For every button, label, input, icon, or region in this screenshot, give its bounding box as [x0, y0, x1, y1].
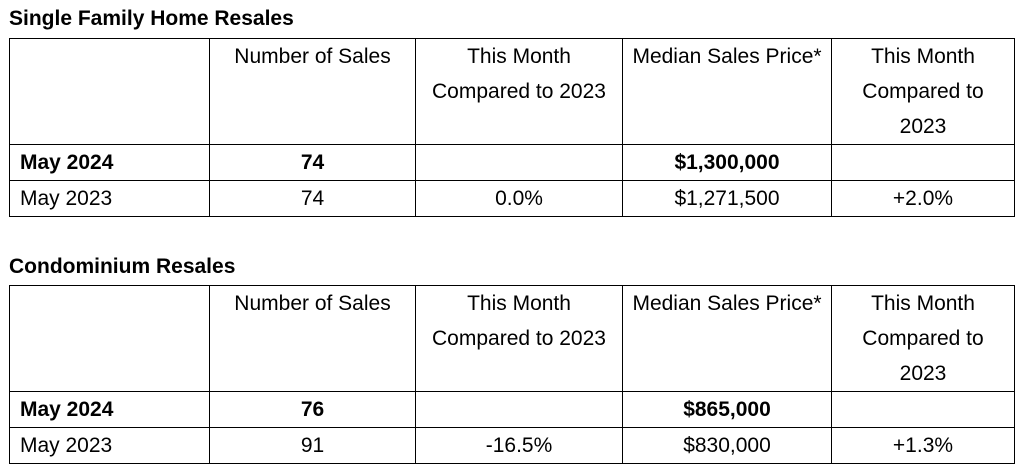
sales-change-cell: [415, 391, 623, 428]
header-number-of-sales-label: Number of Sales: [234, 45, 391, 68]
sales-change-cell: -16.5%: [415, 427, 623, 464]
median-price-cell: $1,271,500: [622, 180, 832, 217]
sales-change-cell: [415, 144, 623, 181]
header-corner: [9, 285, 210, 392]
header-median-price: Median Sales Price*: [622, 38, 832, 145]
header-sales-change: This Month Compared to 2023: [415, 38, 623, 145]
price-change-cell: +1.3%: [831, 427, 1015, 464]
header-median-price: Median Sales Price*: [622, 285, 832, 392]
header-sales-change-label: This Month Compared to 2023: [432, 45, 606, 103]
header-median-price-label: Median Sales Price*: [632, 45, 822, 68]
number-of-sales-cell: 74: [209, 144, 416, 181]
sales-change-cell: 0.0%: [415, 180, 623, 217]
table-row: May 2023 74 0.0% $1,271,500 +2.0%: [9, 180, 1015, 217]
row-label: May 2024: [9, 144, 210, 181]
single-family-title: Single Family Home Resales: [9, 7, 294, 30]
price-change-cell: +2.0%: [831, 180, 1015, 217]
price-change-cell: [831, 144, 1015, 181]
median-price-cell: $1,300,000: [622, 144, 832, 181]
header-price-change: This Month Compared to 2023: [831, 285, 1015, 392]
median-price-cell: $865,000: [622, 391, 832, 428]
single-family-table: Number of Sales This Month Compared to 2…: [9, 38, 1015, 217]
number-of-sales-cell: 91: [209, 427, 416, 464]
header-number-of-sales: Number of Sales: [209, 285, 416, 392]
header-median-price-label: Median Sales Price*: [632, 292, 822, 315]
condominium-title: Condominium Resales: [9, 255, 236, 278]
table-header-row: Number of Sales This Month Compared to 2…: [9, 285, 1015, 392]
table-row: May 2023 91 -16.5% $830,000 +1.3%: [9, 427, 1015, 464]
row-label: May 2023: [9, 427, 210, 464]
header-sales-change: This Month Compared to 2023: [415, 285, 623, 392]
header-corner: [9, 38, 210, 145]
price-change-cell: [831, 391, 1015, 428]
number-of-sales-cell: 74: [209, 180, 416, 217]
condominium-table: Number of Sales This Month Compared to 2…: [9, 285, 1015, 464]
header-price-change-label: This Month Compared to 2023: [862, 292, 984, 385]
row-label: May 2023: [9, 180, 210, 217]
header-number-of-sales: Number of Sales: [209, 38, 416, 145]
table-row: May 2024 74 $1,300,000: [9, 144, 1015, 181]
header-sales-change-label: This Month Compared to 2023: [432, 292, 606, 350]
table-header-row: Number of Sales This Month Compared to 2…: [9, 38, 1015, 145]
table-row: May 2024 76 $865,000: [9, 391, 1015, 428]
number-of-sales-cell: 76: [209, 391, 416, 428]
header-price-change-label: This Month Compared to 2023: [862, 45, 984, 138]
median-price-cell: $830,000: [622, 427, 832, 464]
header-price-change: This Month Compared to 2023: [831, 38, 1015, 145]
header-number-of-sales-label: Number of Sales: [234, 292, 391, 315]
row-label: May 2024: [9, 391, 210, 428]
